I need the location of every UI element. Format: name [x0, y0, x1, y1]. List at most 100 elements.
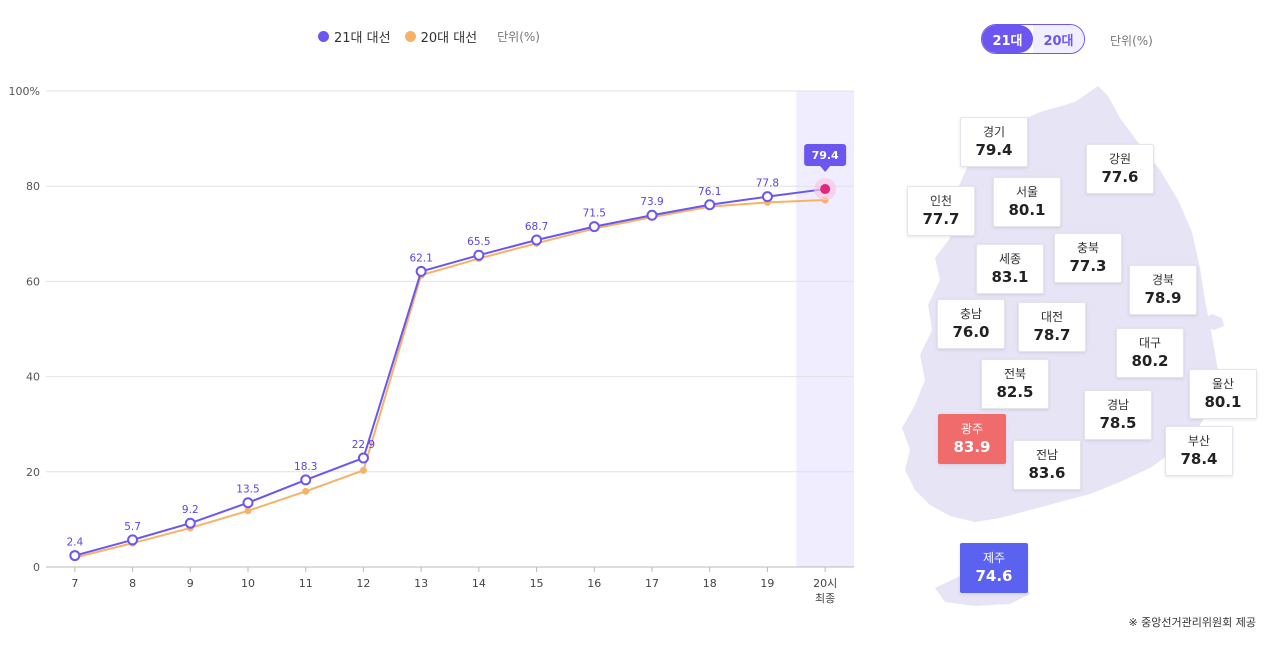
- y-tick-label: 40: [26, 371, 40, 384]
- toggle-21-button[interactable]: 21대: [982, 25, 1033, 53]
- region-jeonbuk[interactable]: 전북 82.5: [981, 359, 1049, 409]
- region-name: 부산: [1187, 434, 1211, 448]
- y-tick-label: 60: [26, 275, 40, 288]
- data-label: 62.1: [409, 252, 432, 264]
- data-label: 9.2: [182, 504, 199, 516]
- region-gwangju[interactable]: 광주 83.9: [938, 414, 1006, 464]
- region-value: 78.5: [1099, 414, 1137, 432]
- y-tick-label: 20: [26, 466, 40, 479]
- region-value: 78.4: [1180, 450, 1218, 468]
- point-21: [588, 221, 600, 233]
- legend-item-21[interactable]: 21대 대선: [318, 27, 391, 46]
- data-label: 22.9: [352, 439, 375, 451]
- x-tick-label: 12: [356, 577, 370, 590]
- x-tick-label: 최종: [815, 592, 835, 605]
- region-name: 전북: [1003, 367, 1027, 381]
- region-jeonnam[interactable]: 전남 83.6: [1013, 440, 1081, 490]
- point-21: [242, 497, 254, 509]
- x-tick-label: 14: [472, 577, 486, 590]
- x-tick-label: 13: [414, 577, 428, 590]
- final-tooltip-pointer: [820, 166, 831, 173]
- point-21: [357, 452, 369, 464]
- region-gangwon[interactable]: 강원 77.6: [1086, 144, 1154, 194]
- region-name: 인천: [929, 194, 953, 208]
- turnout-line-chart: 0 20 40 60 80 100% 7 8 9 10 11 12 13 14 15 16 17 18 19 20시최…: [9, 85, 854, 605]
- region-chungnam[interactable]: 충남 76.0: [937, 299, 1005, 349]
- legend-item-20[interactable]: 20대 대선: [404, 27, 478, 46]
- region-value: 74.6: [975, 567, 1013, 585]
- data-label: 76.1: [698, 186, 721, 198]
- region-daejeon[interactable]: 대전 78.7: [1018, 302, 1086, 352]
- region-sejong[interactable]: 세종 83.1: [976, 244, 1044, 294]
- chart-legend: 21대 대선 20대 대선 단위(%): [318, 27, 540, 46]
- x-tick-label: 15: [530, 577, 544, 590]
- region-seoul[interactable]: 서울 80.1: [993, 177, 1061, 227]
- final-tooltip-box: [804, 144, 847, 167]
- point-21: [127, 534, 139, 546]
- point-21: [704, 199, 716, 211]
- data-label: 13.5: [236, 484, 259, 496]
- toggle-20-button[interactable]: 20대: [1033, 25, 1084, 53]
- legend-dot-20-icon: [404, 31, 416, 42]
- region-name: 제주: [982, 551, 1006, 565]
- region-value: 78.9: [1144, 289, 1182, 307]
- region-name: 경북: [1151, 273, 1175, 287]
- x-tick-label: 11: [299, 577, 313, 590]
- region-name: 울산: [1211, 377, 1235, 391]
- region-name: 세종: [998, 252, 1022, 266]
- region-name: 광주: [960, 422, 984, 436]
- region-value: 83.1: [991, 268, 1029, 286]
- data-label: 73.9: [640, 196, 663, 208]
- region-name: 대전: [1040, 310, 1064, 324]
- x-tick-label: 10: [241, 577, 255, 590]
- region-gyeongnam[interactable]: 경남 78.5: [1084, 390, 1152, 440]
- region-jeju[interactable]: 제주 74.6: [960, 543, 1028, 593]
- point-21: [300, 474, 312, 486]
- series-line-21: [74, 188, 826, 557]
- region-chungbuk[interactable]: 충북 77.3: [1054, 233, 1122, 283]
- x-tick-label: 8: [129, 577, 136, 590]
- region-name: 충북: [1076, 241, 1100, 255]
- region-busan[interactable]: 부산 78.4: [1165, 426, 1233, 476]
- region-value: 76.0: [952, 323, 990, 341]
- x-tick-label: 19: [760, 577, 774, 590]
- region-value: 83.9: [953, 438, 991, 456]
- region-name: 경남: [1106, 398, 1130, 412]
- x-tick-label: 16: [587, 577, 601, 590]
- point-20: [359, 466, 367, 474]
- election-toggle: 21대 20대: [981, 24, 1085, 54]
- x-tick-label: 18: [703, 577, 717, 590]
- point-21: [415, 265, 427, 277]
- data-label: 71.5: [583, 208, 606, 220]
- data-label: 5.7: [124, 521, 141, 533]
- region-name: 서울: [1015, 185, 1039, 199]
- region-name: 대구: [1138, 336, 1162, 350]
- y-tick-label: 100%: [9, 85, 40, 98]
- region-name: 충남: [959, 307, 983, 321]
- region-value: 80.1: [1204, 393, 1242, 411]
- region-gyeonggi[interactable]: 경기 79.4: [960, 117, 1028, 167]
- region-gyeongbuk[interactable]: 경북 78.9: [1129, 265, 1197, 315]
- data-label: 77.8: [756, 178, 779, 190]
- point-21: [69, 550, 81, 562]
- y-tick-label: 80: [26, 180, 40, 193]
- data-label: 2.4: [67, 537, 84, 549]
- data-label: 18.3: [294, 461, 317, 473]
- point-21: [184, 517, 196, 529]
- region-ulsan[interactable]: 울산 80.1: [1189, 369, 1257, 419]
- region-value: 78.7: [1033, 326, 1071, 344]
- legend-label-20: 20대 대선: [420, 31, 478, 46]
- series-line-20: [74, 199, 826, 559]
- region-daegu[interactable]: 대구 80.2: [1116, 328, 1184, 378]
- region-value: 77.6: [1101, 168, 1139, 186]
- region-incheon[interactable]: 인천 77.7: [907, 186, 975, 236]
- region-value: 82.5: [996, 383, 1034, 401]
- point-20: [244, 507, 252, 515]
- region-name: 경기: [982, 125, 1006, 139]
- region-value: 80.1: [1008, 201, 1046, 219]
- ulleung-shape: [1202, 314, 1224, 330]
- region-value: 77.3: [1069, 257, 1107, 275]
- point-21: [761, 191, 773, 203]
- point-21: [646, 209, 658, 221]
